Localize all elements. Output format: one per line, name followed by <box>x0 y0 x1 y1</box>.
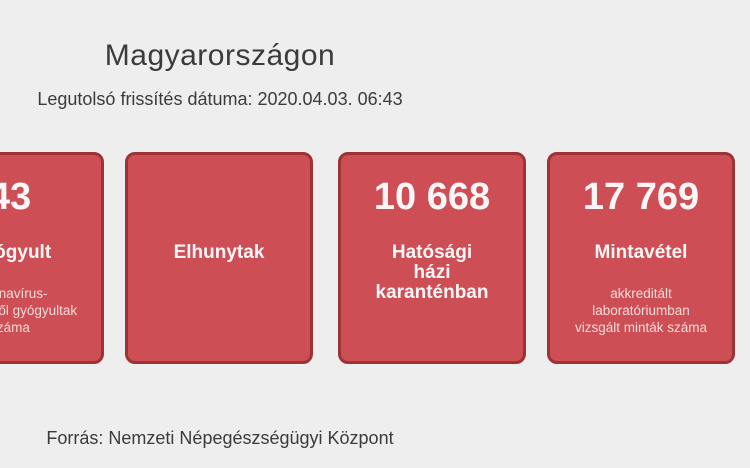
samples-value: 17 769 <box>582 176 700 218</box>
stat-card-recovered: 43 Gyógyult koronavírus- fertőzésből gyó… <box>0 152 104 364</box>
stat-card-deceased: Elhunytak <box>125 152 313 364</box>
quarantine-label: Hatósági házi karanténban <box>375 242 489 303</box>
page-title: Magyarországon <box>104 39 336 72</box>
deceased-label: Elhunytak <box>173 242 265 263</box>
dashboard-header: Magyarországon Legutolsó frissítés dátum… <box>0 0 440 110</box>
recovered-sublabel: koronavírus- fertőzésből gyógyultak szám… <box>0 286 78 335</box>
last-update-text: Legutolsó frissítés dátuma: 2020.04.03. … <box>37 89 403 109</box>
recovered-label: Gyógyult <box>0 242 52 263</box>
source-text: Forrás: Nemzeti Népegészségügyi Központ <box>46 428 394 448</box>
stat-card-quarantine: 10 668 Hatósági házi karanténban <box>338 152 526 364</box>
samples-label: Mintavétel <box>594 242 688 263</box>
recovered-value: 43 <box>0 176 32 218</box>
samples-sublabel: akkreditált laboratóriumban vizsgált min… <box>574 286 708 335</box>
quarantine-value: 10 668 <box>373 176 491 218</box>
stat-card-samples: 17 769 Mintavétel akkreditált laboratóri… <box>547 152 735 364</box>
dashboard-footer: Forrás: Nemzeti Népegészségügyi Központ <box>0 427 440 449</box>
